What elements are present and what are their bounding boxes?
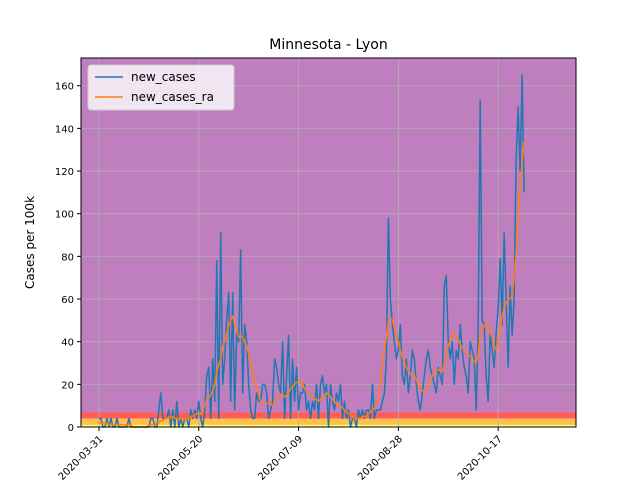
x-axis-ticks: 2020-03-31 2020-05-20 2020-07-09 2020-08-28… xyxy=(57,427,505,480)
legend: new_cases new_cases_ra xyxy=(87,64,235,111)
y-tick-label: 0 xyxy=(68,423,74,434)
y-axis-ticks: 0 20 40 60 80 100 120 140 160 xyxy=(55,82,81,434)
x-tick-label: 2020-10-17 xyxy=(456,434,505,480)
y-tick-label: 80 xyxy=(61,252,74,263)
legend-label: new_cases xyxy=(131,70,196,84)
background-band-3 xyxy=(81,58,576,413)
y-tick-label: 60 xyxy=(61,295,74,306)
x-tick-label: 2020-07-09 xyxy=(256,434,305,480)
y-tick-label: 120 xyxy=(55,167,74,178)
legend-label: new_cases_ra xyxy=(131,90,214,104)
chart-title: Minnesota - Lyon xyxy=(269,37,387,53)
x-tick-label: 2020-08-28 xyxy=(356,434,405,480)
series-line-new_cases_ra xyxy=(98,141,525,428)
background-bands xyxy=(81,58,576,427)
y-tick-label: 100 xyxy=(55,210,74,221)
y-tick-label: 140 xyxy=(55,124,74,135)
y-tick-label: 160 xyxy=(55,82,74,93)
grid-lines xyxy=(81,58,576,428)
y-tick-label: 40 xyxy=(61,338,74,349)
axes-frame xyxy=(80,57,577,428)
y-tick-label: 20 xyxy=(61,380,74,391)
x-tick-label: 2020-05-20 xyxy=(157,434,206,480)
x-tick-label: 2020-03-31 xyxy=(57,434,106,480)
series-lines xyxy=(98,74,525,428)
y-axis-label: Cases per 100k xyxy=(23,196,37,289)
legend-box xyxy=(87,64,235,111)
